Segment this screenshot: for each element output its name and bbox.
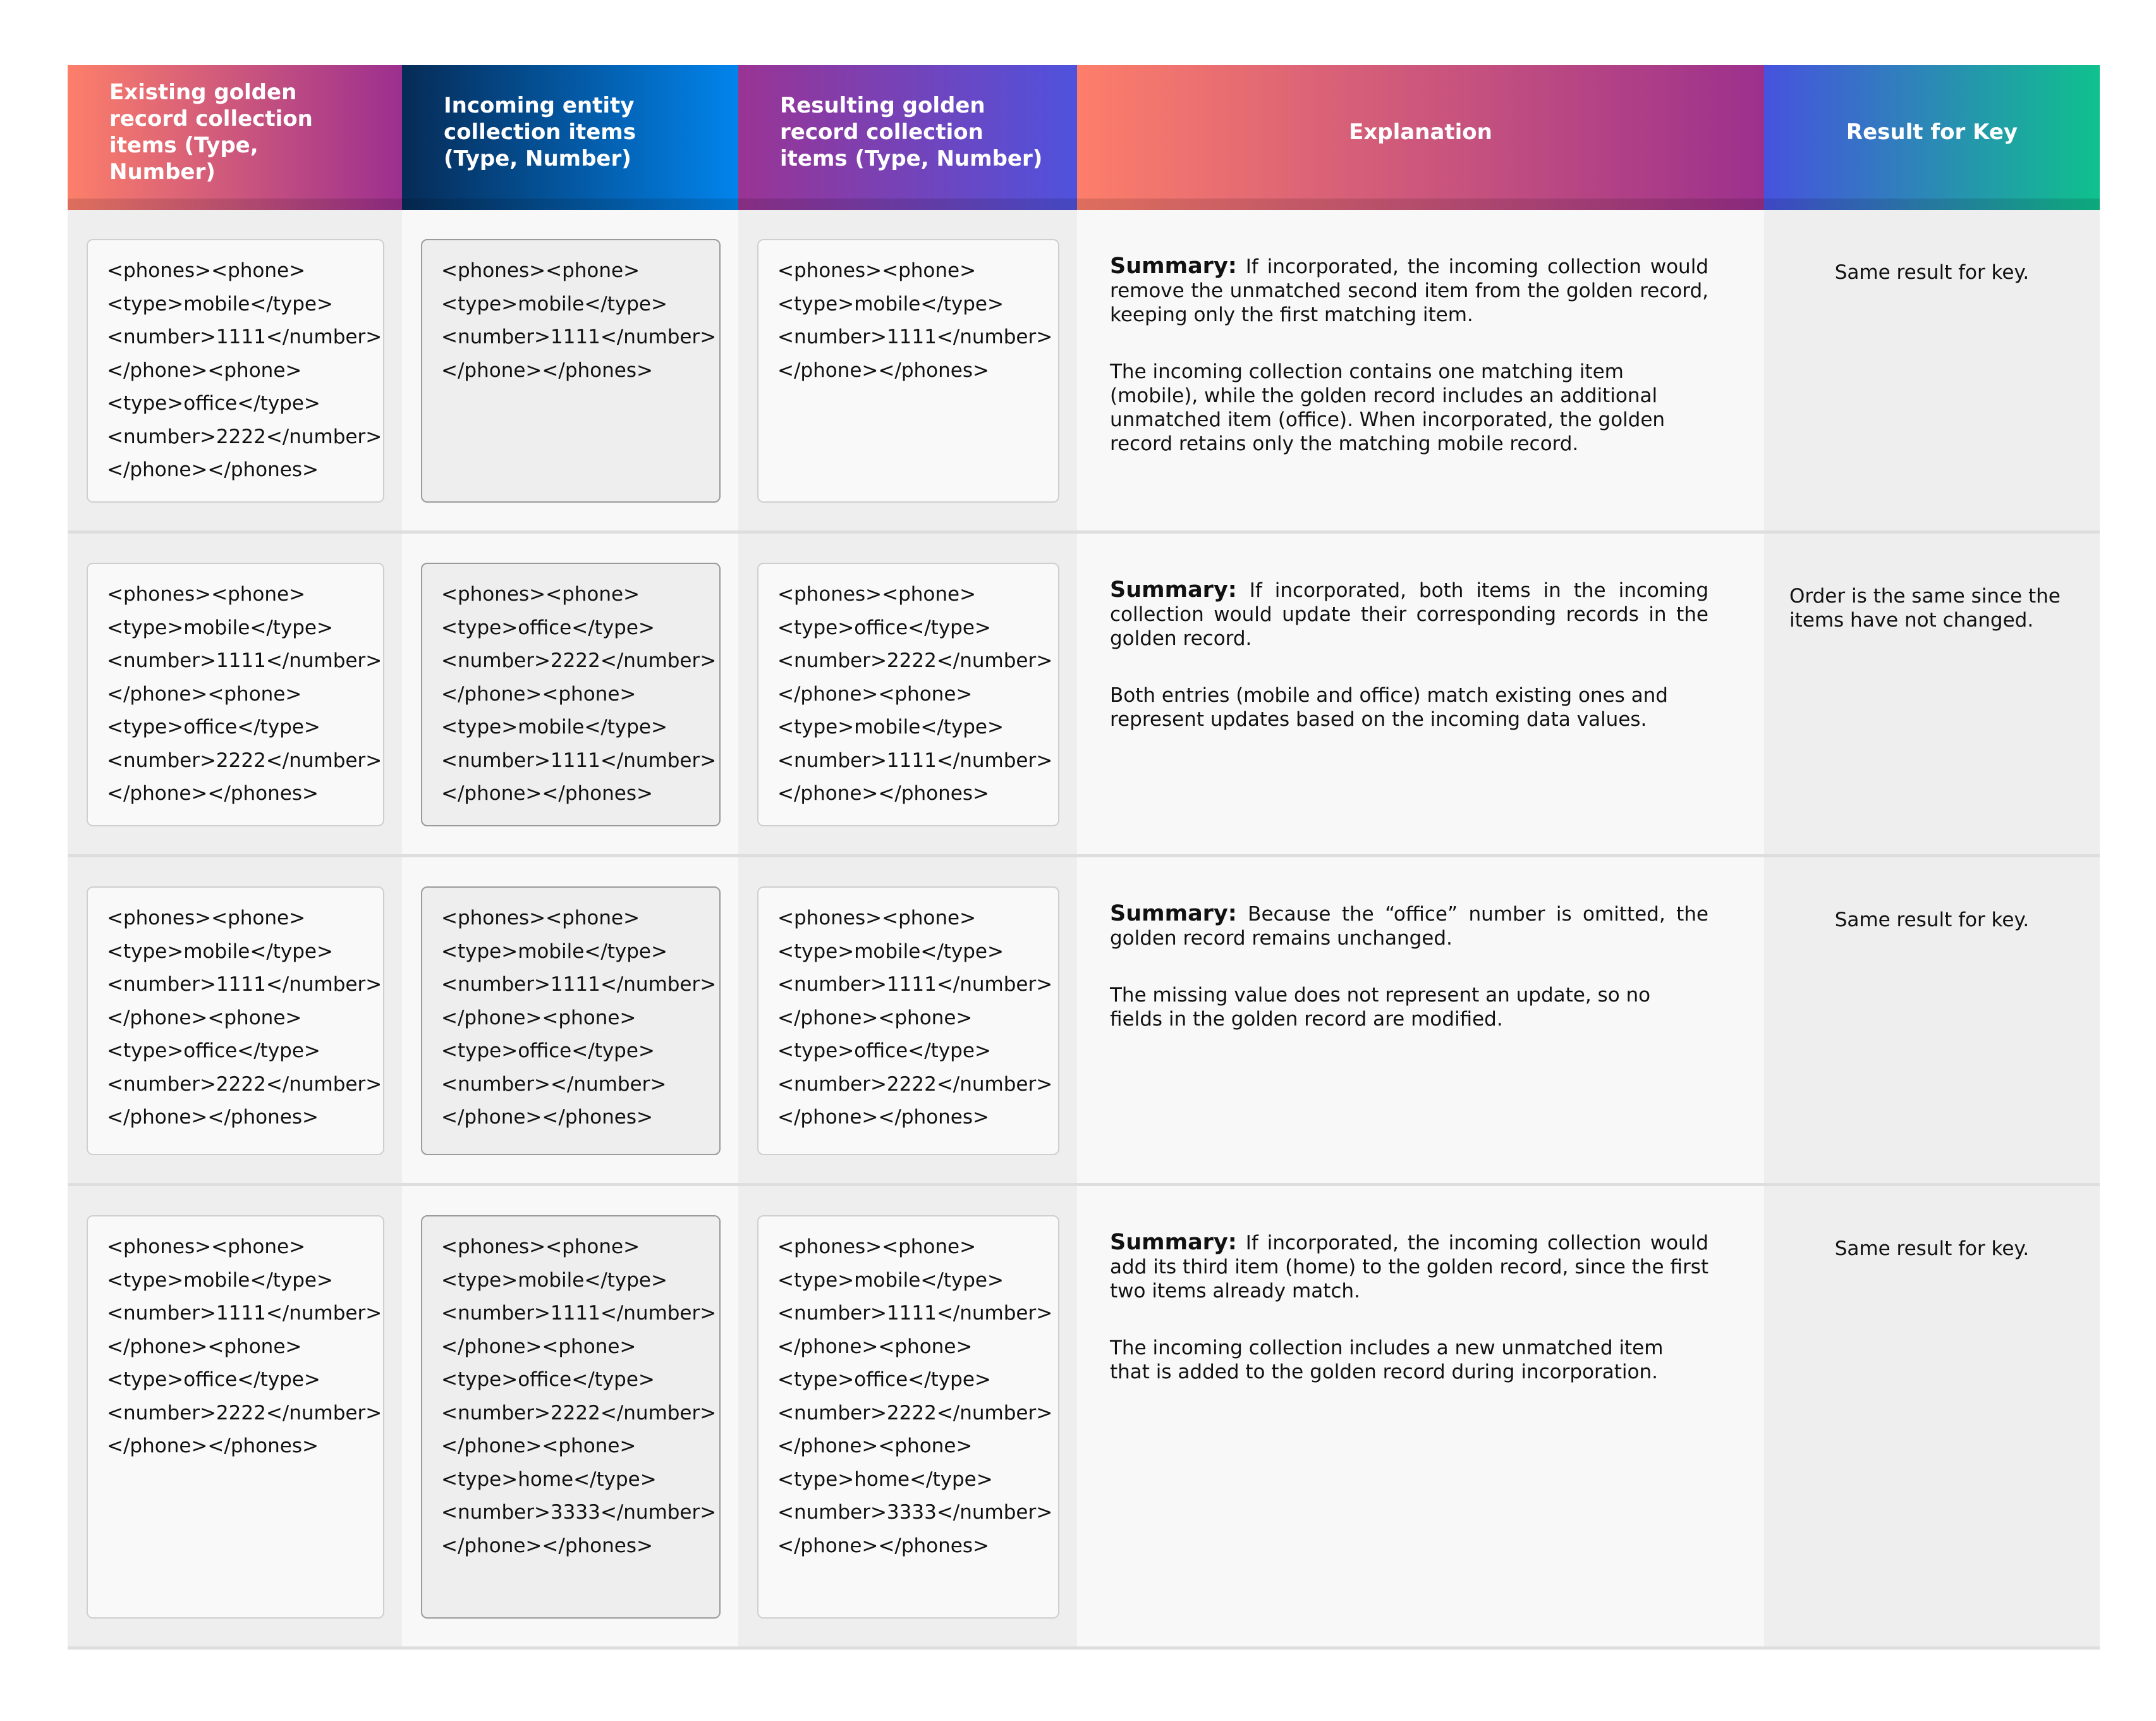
- incoming-xml-box: <phones><phone> <type>mobile</type> <num…: [421, 239, 721, 503]
- detail-text: The incoming collection includes a new u…: [1110, 1337, 1664, 1383]
- table-cell-resulting: <phones><phone> <type>mobile</type> <num…: [738, 1186, 1077, 1650]
- table-cell-incoming: <phones><phone> <type>mobile</type> <num…: [402, 210, 738, 534]
- table-cell-resulting: <phones><phone> <type>mobile</type> <num…: [738, 857, 1077, 1186]
- existing-xml-box: <phones><phone> <type>mobile</type> <num…: [87, 1215, 384, 1619]
- incoming-xml-box: <phones><phone> <type>mobile</type> <num…: [421, 886, 721, 1155]
- table-cell-resulting: <phones><phone> <type>office</type> <num…: [738, 534, 1077, 857]
- summary-text: Because the “office” number is omitted, …: [1110, 903, 1708, 950]
- resulting-xml-box: <phones><phone> <type>mobile</type> <num…: [757, 886, 1059, 1155]
- table-cell-result: Same result for key.: [1764, 1186, 2100, 1650]
- table-cell-result: Same result for key.: [1764, 210, 2100, 534]
- summary-text: If incorporated, both items in the incom…: [1110, 579, 1708, 650]
- summary: Summary: If incorporated, both items in …: [1110, 578, 1708, 651]
- detail-text: The missing value does not represent an …: [1110, 984, 1651, 1031]
- table-cell-existing: <phones><phone> <type>mobile</type> <num…: [68, 210, 402, 534]
- table-cell-explanation: Summary: If incorporated, the incoming c…: [1077, 1186, 1764, 1650]
- table-cell-explanation: Summary: If incorporated, both items in …: [1077, 534, 1764, 857]
- summary: Summary: Because the “office” number is …: [1110, 902, 1708, 950]
- detail-text: Both entries (mobile and office) match e…: [1110, 684, 1668, 731]
- table-cell-existing: <phones><phone> <type>mobile</type> <num…: [68, 1186, 402, 1650]
- summary-label: Summary:: [1110, 1230, 1237, 1255]
- header-existing: Existing golden record collection items …: [68, 65, 402, 210]
- table-cell-incoming: <phones><phone> <type>office</type> <num…: [402, 534, 738, 857]
- summary-text: If incorporated, the incoming collection…: [1110, 1232, 1708, 1302]
- existing-xml-box: <phones><phone> <type>mobile</type> <num…: [87, 563, 384, 826]
- incoming-xml-box: <phones><phone> <type>office</type> <num…: [421, 563, 721, 826]
- summary: Summary: If incorporated, the incoming c…: [1110, 1230, 1708, 1303]
- result-text: Same result for key.: [1834, 1237, 2030, 1260]
- summary: Summary: If incorporated, the incoming c…: [1110, 254, 1708, 327]
- existing-xml-box: <phones><phone> <type>mobile</type> <num…: [87, 239, 384, 503]
- result-text: Same result for key.: [1834, 909, 2030, 931]
- existing-xml-box: <phones><phone> <type>mobile</type> <num…: [87, 886, 384, 1155]
- incoming-xml-box: <phones><phone> <type>mobile</type> <num…: [421, 1215, 721, 1619]
- summary-text: If incorporated, the incoming collection…: [1110, 255, 1708, 326]
- resulting-xml-box: <phones><phone> <type>mobile</type> <num…: [757, 1215, 1059, 1619]
- summary-label: Summary:: [1110, 254, 1237, 279]
- table-cell-result: Order is the same since the items have n…: [1764, 534, 2100, 857]
- result-text: Order is the same since the items have n…: [1789, 585, 2061, 632]
- table-cell-incoming: <phones><phone> <type>mobile</type> <num…: [402, 857, 738, 1186]
- header-incoming: Incoming entity collection items (Type, …: [402, 65, 738, 210]
- table-cell-incoming: <phones><phone> <type>mobile</type> <num…: [402, 1186, 738, 1650]
- table-cell-existing: <phones><phone> <type>mobile</type> <num…: [68, 857, 402, 1186]
- table-cell-result: Same result for key.: [1764, 857, 2100, 1186]
- comparison-table: Existing golden record collection items …: [68, 65, 2100, 1650]
- header-result-for-key: Result for Key: [1764, 65, 2100, 210]
- header-resulting: Resulting golden record collection items…: [738, 65, 1077, 210]
- summary-label: Summary:: [1110, 577, 1237, 603]
- resulting-xml-box: <phones><phone> <type>mobile</type> <num…: [757, 239, 1059, 503]
- table-cell-existing: <phones><phone> <type>mobile</type> <num…: [68, 534, 402, 857]
- header-explanation: Explanation: [1077, 65, 1764, 210]
- resulting-xml-box: <phones><phone> <type>office</type> <num…: [757, 563, 1059, 826]
- detail-text: The incoming collection contains one mat…: [1110, 360, 1666, 455]
- table-cell-explanation: Summary: If incorporated, the incoming c…: [1077, 210, 1764, 534]
- result-text: Same result for key.: [1834, 261, 2030, 284]
- table-cell-resulting: <phones><phone> <type>mobile</type> <num…: [738, 210, 1077, 534]
- table-cell-explanation: Summary: Because the “office” number is …: [1077, 857, 1764, 1186]
- summary-label: Summary:: [1110, 901, 1237, 926]
